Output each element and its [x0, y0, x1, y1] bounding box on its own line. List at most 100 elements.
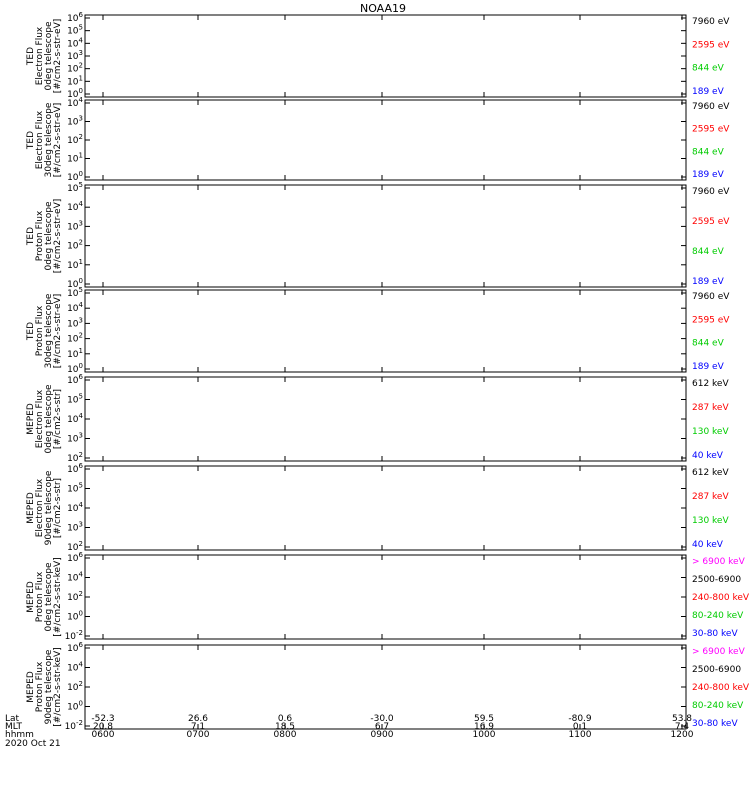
y-tick-label: 101 — [67, 74, 83, 87]
legend-entry: 7960 eV — [692, 187, 730, 197]
y-tick-label: 101 — [67, 347, 83, 360]
panel-frame — [84, 289, 687, 373]
footer-row-label: 2020 Oct 21 — [5, 739, 61, 749]
panel-7 — [84, 554, 687, 640]
lat-value: -52.3 — [91, 714, 114, 724]
y-axis-label-line: [#/cm2-s-str] — [53, 478, 63, 538]
legend-entry: 30-80 keV — [692, 629, 738, 639]
y-tick-label: 104 — [67, 36, 83, 49]
legend-entry: 7960 eV — [692, 292, 730, 302]
y-axis-label-line: Proton Flux — [35, 661, 45, 712]
y-axis-label-line: 90deg telescope — [44, 649, 54, 724]
y-tick-label: 103 — [67, 115, 83, 128]
y-tick-label: 10-2 — [65, 719, 83, 732]
legend-entry: 2595 eV — [692, 125, 730, 135]
y-axis-label-line: MEPED — [26, 492, 36, 524]
y-axis-label-line: [#/cm2-s-str-eV] — [53, 294, 63, 369]
legend-entry: 80-240 keV — [692, 701, 744, 711]
panel-frame — [84, 376, 687, 462]
panel-2 — [84, 99, 687, 181]
panel-5 — [84, 376, 687, 462]
y-tick-label: 105 — [67, 24, 83, 37]
legend-entry: 2500-6900 — [692, 665, 741, 675]
legend-entry: 240-800 keV — [692, 683, 750, 693]
legend-entry: 7960 eV — [692, 17, 730, 27]
panel-frame — [84, 554, 687, 640]
y-axis-label-line: MEPED — [26, 403, 36, 435]
legend-entry: 612 keV — [692, 468, 729, 478]
legend-entry: 40 keV — [692, 540, 724, 550]
y-tick-label: 106 — [67, 551, 83, 564]
y-tick-label: 105 — [67, 393, 83, 406]
mlt-value: 18.5 — [275, 722, 295, 732]
y-tick-label: 106 — [67, 462, 83, 475]
y-axis-label-line: Electron Flux — [35, 389, 45, 448]
time-tick-label: 0800 — [274, 730, 297, 740]
legend-entry: 189 eV — [692, 170, 725, 180]
lat-value: -30.0 — [370, 714, 394, 724]
legend-entry: 189 eV — [692, 87, 725, 97]
legend-entry: 287 keV — [692, 492, 729, 502]
panel-frame — [84, 14, 687, 98]
y-axis-label-line: Electron Flux — [35, 26, 45, 85]
y-tick-label: 102 — [67, 451, 83, 464]
y-tick-label: 100 — [67, 700, 83, 713]
lat-value: 0.6 — [278, 714, 293, 724]
y-tick-label: 104 — [67, 301, 83, 314]
y-axis-label-line: Proton Flux — [35, 210, 45, 261]
y-tick-label: 103 — [67, 432, 83, 445]
y-axis-label-line: 0deg telescope — [44, 201, 54, 271]
legend-entry: 2595 eV — [692, 40, 730, 50]
legend-entry: 612 keV — [692, 379, 729, 389]
legend-entry: 844 eV — [692, 247, 725, 257]
y-axis-label-line: Electron Flux — [35, 110, 45, 169]
y-axis-label-line: TED — [26, 227, 36, 246]
y-axis-label-line: TED — [26, 322, 36, 341]
y-tick-label: 103 — [67, 219, 83, 232]
y-axis-label-line: MEPED — [26, 581, 36, 613]
mlt-value: 6.7 — [375, 722, 389, 732]
legend-entry: 189 eV — [692, 362, 725, 372]
y-tick-label: 104 — [67, 571, 83, 584]
legend-entry: 2595 eV — [692, 315, 730, 325]
y-axis-label-line: [#/cm2-s-str] — [53, 389, 63, 449]
chart-title: NOAA19 — [360, 2, 406, 15]
y-tick-label: 102 — [67, 680, 83, 693]
y-tick-label: 102 — [67, 62, 83, 75]
time-tick-label: 1100 — [569, 730, 592, 740]
panel-1 — [84, 14, 687, 98]
legend-entry: 844 eV — [692, 339, 725, 349]
legend-entry: 240-800 keV — [692, 593, 750, 603]
legend-entry: 7960 eV — [692, 102, 730, 112]
legend-entry: 130 keV — [692, 427, 729, 437]
y-axis-label-line: [#/cm2-s-str-eV] — [53, 199, 63, 274]
y-tick-label: 104 — [67, 661, 83, 674]
y-axis-label-line: [#/cm2-s-str-eV] — [53, 103, 63, 178]
y-tick-label: 106 — [67, 11, 83, 24]
y-tick-label: 104 — [67, 412, 83, 425]
y-axis-label-line: 0deg telescope — [44, 21, 54, 91]
time-tick-label: 0900 — [371, 730, 394, 740]
y-tick-label: 101 — [67, 258, 83, 271]
y-axis-label-line: TED — [26, 47, 36, 66]
y-tick-label: 105 — [67, 181, 83, 194]
legend-entry: 2595 eV — [692, 217, 730, 227]
footer-row-label: hhmm — [5, 730, 34, 740]
legend-entry: 130 keV — [692, 516, 729, 526]
lat-value: 53.8 — [672, 714, 692, 724]
time-tick-label: 1200 — [671, 730, 694, 740]
legend-entry: 844 eV — [692, 147, 725, 157]
lat-value: 59.5 — [474, 714, 494, 724]
y-tick-label: 106 — [67, 641, 83, 654]
y-tick-label: 100 — [67, 610, 83, 623]
y-axis-label-line: 0deg telescope — [44, 562, 54, 632]
y-tick-label: 104 — [67, 501, 83, 514]
y-axis-label-line: [#/cm2-s-str-keV] — [53, 557, 63, 636]
y-tick-label: 102 — [67, 332, 83, 345]
legend-entry: 40 keV — [692, 451, 724, 461]
footer-row-label: MLT — [5, 722, 23, 732]
y-axis-label-line: [#/cm2-s-str-keV] — [53, 647, 63, 726]
y-axis-label-line: Proton Flux — [35, 305, 45, 356]
